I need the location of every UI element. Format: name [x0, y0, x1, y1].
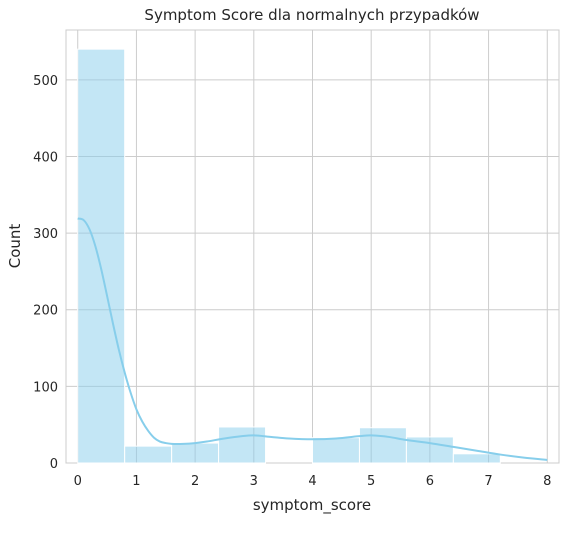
x-axis-ticks: 0 1 2 3 4 5 6 7 8: [74, 474, 552, 489]
x-tick-label: 3: [250, 474, 258, 489]
chart-title: Symptom Score dla normalnych przypadków: [144, 6, 479, 24]
histogram-bar: [358, 427, 407, 464]
y-tick-label: 300: [33, 227, 58, 242]
histogram-bar: [124, 445, 173, 464]
x-tick-label: 0: [74, 474, 82, 489]
histogram-bar: [452, 453, 501, 464]
histogram-bar: [77, 48, 126, 464]
x-tick-label: 1: [132, 474, 140, 489]
y-axis-ticks: 0 100 200 300 400 500: [33, 74, 58, 472]
x-tick-label: 4: [308, 474, 316, 489]
x-tick-label: 7: [484, 474, 492, 489]
y-axis-title: Count: [6, 224, 24, 269]
x-tick-label: 6: [426, 474, 434, 489]
x-tick-label: 2: [191, 474, 199, 489]
y-tick-label: 500: [33, 74, 58, 89]
histogram-bar: [171, 442, 220, 464]
y-tick-label: 0: [50, 457, 58, 472]
plot-area: [65, 29, 560, 464]
y-tick-label: 100: [33, 380, 58, 395]
y-tick-label: 200: [33, 304, 58, 319]
x-tick-label: 8: [543, 474, 551, 489]
kde-curve: [77, 217, 548, 461]
x-tick-label: 5: [367, 474, 375, 489]
y-tick-label: 400: [33, 150, 58, 165]
histogram-bar: [312, 437, 360, 464]
x-axis-title: symptom_score: [253, 496, 371, 515]
histogram-bars: [77, 48, 501, 464]
histogram-bar: [218, 426, 267, 464]
